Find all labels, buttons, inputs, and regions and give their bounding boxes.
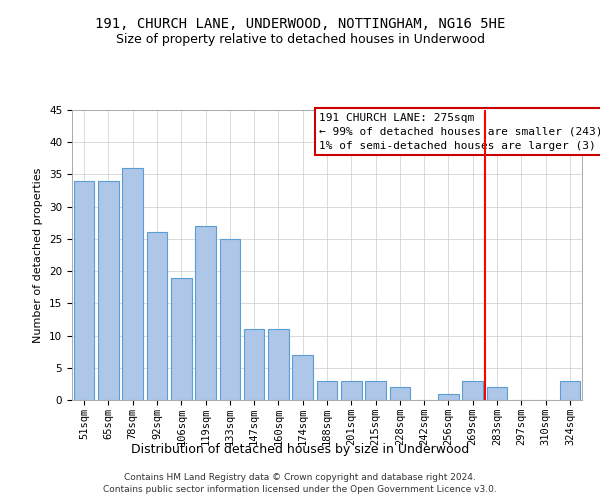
Bar <box>389 387 410 400</box>
Text: Contains public sector information licensed under the Open Government Licence v3: Contains public sector information licen… <box>103 485 497 494</box>
Bar <box>146 232 167 400</box>
Bar <box>74 181 94 400</box>
Bar <box>560 380 580 400</box>
Bar <box>463 380 483 400</box>
Bar <box>365 380 386 400</box>
Bar <box>341 380 362 400</box>
Text: 191, CHURCH LANE, UNDERWOOD, NOTTINGHAM, NG16 5HE: 191, CHURCH LANE, UNDERWOOD, NOTTINGHAM,… <box>95 18 505 32</box>
Bar <box>244 329 265 400</box>
Text: Distribution of detached houses by size in Underwood: Distribution of detached houses by size … <box>131 442 469 456</box>
Bar <box>292 355 313 400</box>
Bar <box>195 226 216 400</box>
Bar <box>122 168 143 400</box>
Bar <box>317 380 337 400</box>
Bar <box>487 387 508 400</box>
Bar <box>268 329 289 400</box>
Text: Size of property relative to detached houses in Underwood: Size of property relative to detached ho… <box>115 32 485 46</box>
Bar <box>98 181 119 400</box>
Bar <box>438 394 459 400</box>
Y-axis label: Number of detached properties: Number of detached properties <box>34 168 43 342</box>
Text: Contains HM Land Registry data © Crown copyright and database right 2024.: Contains HM Land Registry data © Crown c… <box>124 472 476 482</box>
Bar <box>220 239 240 400</box>
Bar <box>171 278 191 400</box>
Text: 191 CHURCH LANE: 275sqm
← 99% of detached houses are smaller (243)
1% of semi-de: 191 CHURCH LANE: 275sqm ← 99% of detache… <box>319 113 600 151</box>
